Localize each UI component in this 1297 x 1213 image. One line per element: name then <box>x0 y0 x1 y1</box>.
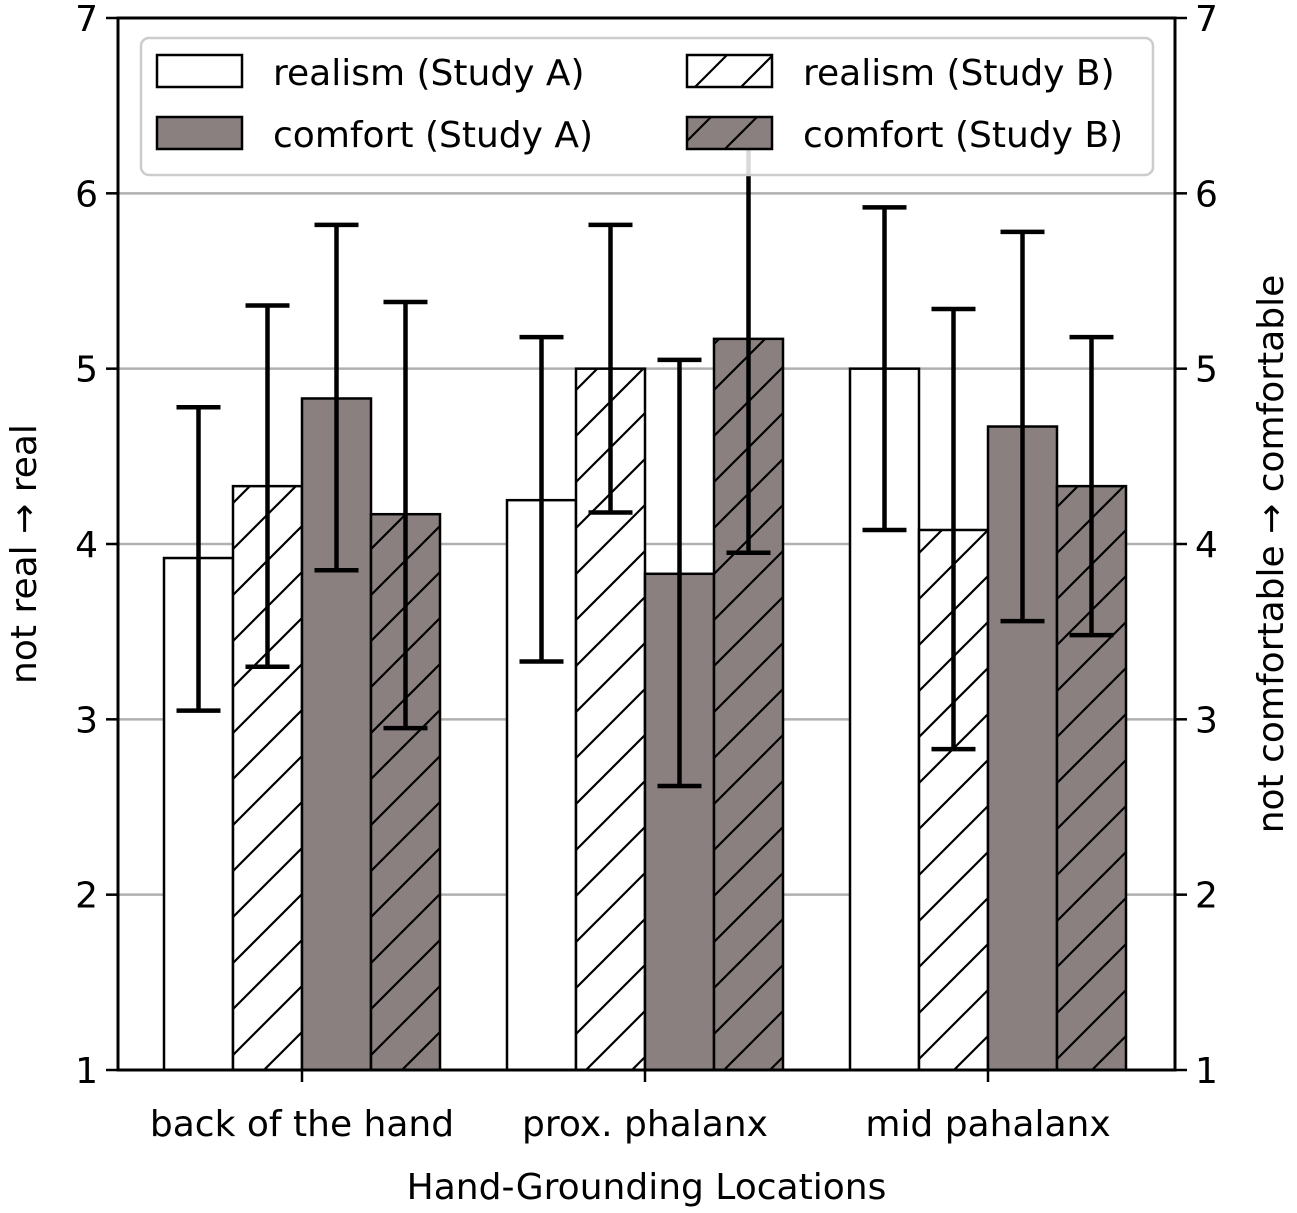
legend-swatch <box>157 55 242 87</box>
y-tick-label: 5 <box>75 350 98 391</box>
y-tick-label: 3 <box>75 700 98 741</box>
y-axis-right-label: not comfortable → comfortable <box>1251 275 1292 834</box>
legend-swatch-outline <box>155 53 244 89</box>
legend-swatch-hatch <box>687 55 772 87</box>
x-axis-label: Hand-Grounding Locations <box>407 1167 887 1208</box>
legend-swatch-hatch <box>687 117 772 149</box>
x-tick-label: prox. phalanx <box>522 1104 768 1145</box>
legend-swatch-outline <box>685 53 774 89</box>
y-right-tick-label: 4 <box>1195 525 1218 566</box>
ticks: 1 2 3 4 5 6 7 1 2 3 4 5 6 7 back of the hand prox. phal… <box>75 0 1218 1145</box>
y-tick-label: 1 <box>75 1051 98 1092</box>
legend-label: realism (Study A) <box>273 53 585 94</box>
legend-swatch <box>157 117 242 149</box>
y-tick-label: 2 <box>75 876 98 917</box>
legend-swatch-outline <box>685 115 774 151</box>
y-right-tick-label: 3 <box>1195 700 1218 741</box>
y-tick-label: 6 <box>75 174 98 215</box>
legend-label: comfort (Study A) <box>273 115 593 156</box>
y-right-tick-label: 1 <box>1195 1051 1218 1092</box>
legend: realism (Study A) comfort (Study A) realis… <box>139 36 1155 177</box>
y-right-tick-label: 7 <box>1195 0 1218 40</box>
legend-label: realism (Study B) <box>803 53 1115 94</box>
y-right-tick-label: 5 <box>1195 350 1218 391</box>
legend-label: comfort (Study B) <box>803 115 1123 156</box>
y-right-tick-label: 2 <box>1195 876 1218 917</box>
y-tick-label: 4 <box>75 525 98 566</box>
y-tick-label: 7 <box>75 0 98 40</box>
bars <box>162 337 1128 1072</box>
error-bars <box>176 120 1114 789</box>
legend-box <box>139 36 1155 177</box>
y-right-tick-label: 6 <box>1195 174 1218 215</box>
legend-swatch-outline <box>155 115 244 151</box>
y-axis-label: not real → real <box>4 424 45 684</box>
x-tick-label: back of the hand <box>150 1104 454 1145</box>
x-tick-label: mid pahalanx <box>865 1104 1110 1145</box>
